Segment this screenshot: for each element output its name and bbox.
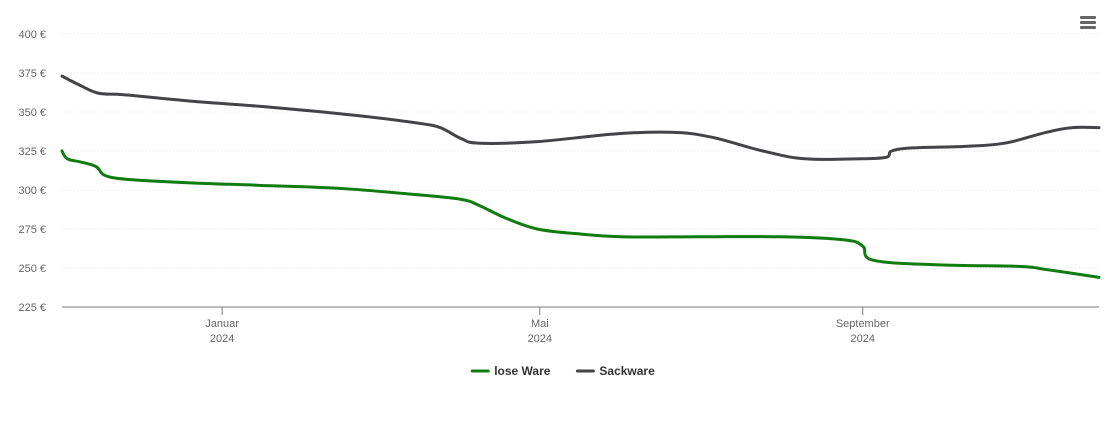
y-tick-label: 325 € xyxy=(18,146,46,158)
y-tick-label: 350 € xyxy=(18,107,46,119)
x-tick-label-month: September xyxy=(836,318,890,330)
x-tick-label-month: Januar xyxy=(205,318,239,330)
x-tick-label-year: 2024 xyxy=(528,333,552,345)
y-tick-label: 400 € xyxy=(18,29,46,41)
x-tick-label-year: 2024 xyxy=(210,333,234,345)
y-tick-label: 375 € xyxy=(18,68,46,80)
menu-bar xyxy=(1080,21,1096,24)
series-line-sackware xyxy=(60,74,1101,161)
y-tick-label: 225 € xyxy=(18,302,46,314)
y-tick-label: 300 € xyxy=(18,185,46,197)
series-line-lose-ware xyxy=(60,149,1101,279)
legend-label-lose-ware[interactable]: lose Ware xyxy=(494,364,551,378)
x-tick-label-month: Mai xyxy=(531,318,549,330)
y-tick-label: 275 € xyxy=(18,224,46,236)
menu-bar xyxy=(1080,26,1096,29)
menu-bar xyxy=(1080,16,1096,19)
y-tick-label: 250 € xyxy=(18,263,46,275)
hamburger-menu-icon[interactable] xyxy=(1077,12,1099,32)
legend-label-sackware[interactable]: Sackware xyxy=(599,364,655,378)
x-tick-label-year: 2024 xyxy=(850,333,874,345)
